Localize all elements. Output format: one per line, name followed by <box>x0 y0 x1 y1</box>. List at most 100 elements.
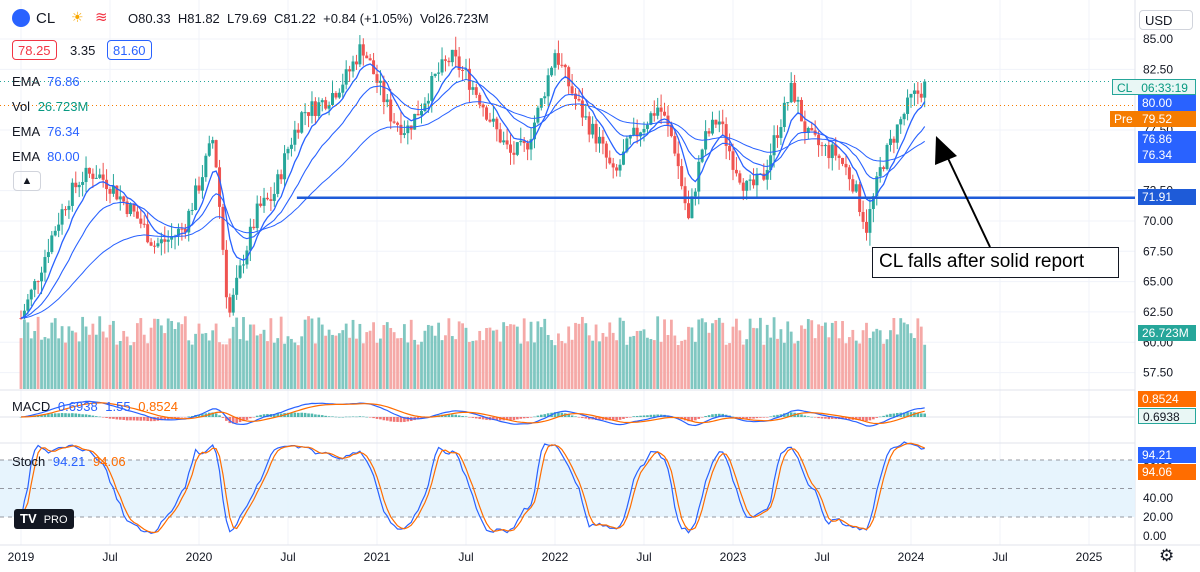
volume-bar <box>368 330 372 389</box>
volume-bar <box>646 337 649 389</box>
volume-bar <box>495 329 499 389</box>
volume-bar <box>413 339 417 389</box>
candle-body <box>283 153 287 180</box>
macd-histogram-bar <box>697 417 701 419</box>
candle-body <box>488 119 492 122</box>
bid-box[interactable]: 78.25 <box>12 40 57 60</box>
volume-bar <box>163 333 167 389</box>
ema2-legend[interactable]: EMA 76.34 <box>12 124 80 139</box>
macd-histogram-bar <box>461 415 464 417</box>
volume-bar <box>355 338 358 389</box>
candle-body <box>580 100 584 118</box>
macd-legend[interactable]: MACD 0.6938 1.55 0.8524 <box>12 399 178 414</box>
volume-bar <box>533 342 536 389</box>
candle-body <box>358 44 362 65</box>
symbol-name[interactable]: CL <box>36 10 56 27</box>
ema1-label: EMA <box>12 74 40 89</box>
macd-histogram-bar <box>741 417 745 419</box>
macd-histogram-bar <box>557 412 560 417</box>
candle-body <box>67 205 71 210</box>
candle-body <box>912 90 916 94</box>
volume-bar <box>245 340 249 389</box>
settings-gear-icon[interactable]: ⚙ <box>1159 546 1175 565</box>
candle-body <box>464 68 468 70</box>
macd-histogram-bar <box>293 412 297 417</box>
volume-bar <box>676 345 680 389</box>
volume-bar <box>841 321 844 389</box>
candle-body <box>289 144 293 149</box>
macd-histogram-bar <box>752 417 755 419</box>
volume-bar <box>522 318 526 389</box>
volume-bar <box>591 340 595 389</box>
volume-bar <box>899 318 903 389</box>
macd-histogram-bar <box>817 417 820 419</box>
candle-body <box>118 196 122 200</box>
candle-body <box>512 152 516 155</box>
volume-bar <box>902 322 906 389</box>
candle-body <box>406 125 410 134</box>
volume-bar <box>19 338 23 389</box>
time-tick-label: Jul <box>280 550 295 564</box>
candle-body <box>491 118 495 122</box>
symbol-logo[interactable] <box>12 9 30 27</box>
volume-bar <box>546 334 550 389</box>
volume-bar <box>557 333 560 389</box>
vol-label: Vol <box>12 99 31 114</box>
currency-select[interactable]: USD <box>1139 10 1193 30</box>
volume-bar <box>33 330 37 389</box>
stoch-tick-label: 40.00 <box>1143 491 1173 505</box>
macd-histogram-bar <box>478 417 481 420</box>
volume-bar <box>317 317 321 389</box>
candle-body <box>728 145 732 152</box>
candle-body <box>553 53 557 68</box>
candle-body <box>259 203 263 206</box>
volume-bar <box>238 339 242 389</box>
volume-bar <box>560 340 564 389</box>
volume-bar <box>46 338 50 389</box>
candle-body <box>440 59 444 73</box>
candle-body <box>365 55 369 59</box>
candle-body <box>392 121 396 123</box>
macd-histogram-bar <box>813 417 817 418</box>
stoch-d-line <box>20 442 925 534</box>
macd-histogram-bar <box>355 416 358 418</box>
macd-histogram-bar <box>632 416 636 417</box>
macd-histogram-bar <box>649 414 653 417</box>
ema3-legend[interactable]: EMA 80.00 <box>12 149 80 164</box>
candle-body <box>399 124 403 135</box>
ema1-legend[interactable]: EMA 76.86 <box>12 74 80 89</box>
macd-histogram-bar <box>57 413 60 417</box>
macd-histogram-bar <box>300 412 303 417</box>
axes: 85.0082.5077.5072.5070.0067.5065.0062.50… <box>8 32 1174 564</box>
brand-badge[interactable]: TV PRO <box>14 509 74 529</box>
compare-icon[interactable]: ≋ <box>95 9 108 26</box>
macd-histogram-bar <box>615 417 618 421</box>
macd-histogram-bar <box>197 414 201 417</box>
macd-v2: 1.55 <box>105 399 131 414</box>
volume-bar <box>700 318 704 389</box>
ask-box[interactable]: 81.60 <box>107 40 152 60</box>
candle-body <box>149 242 153 246</box>
candle-body <box>320 100 324 103</box>
ema3-label: EMA <box>12 149 40 164</box>
annotation-box[interactable]: CL falls after solid report <box>872 247 1119 278</box>
sun-icon[interactable]: ☀ <box>71 9 84 25</box>
ema3-value: 80.00 <box>47 149 80 164</box>
volume-bar <box>478 330 482 389</box>
vol-legend[interactable]: Vol 26.723M <box>12 99 88 114</box>
macd-histogram-bar <box>611 417 615 421</box>
stoch-legend[interactable]: Stoch 94.21 94.06 <box>12 454 126 469</box>
stoch-tick-label: 0.00 <box>1143 529 1167 543</box>
macd-histogram-bar <box>509 417 512 421</box>
collapse-legend-button[interactable]: ▲ <box>13 171 41 191</box>
macd-histogram-bar <box>231 417 235 424</box>
candle-body <box>690 196 694 219</box>
volume-bar <box>402 324 406 389</box>
candle-body <box>875 176 879 197</box>
candle-body <box>772 135 776 156</box>
macd-histogram-bar <box>242 417 245 422</box>
volume-bar <box>895 334 899 389</box>
price-tick-label: 85.00 <box>1143 32 1173 46</box>
macd-histogram-bar <box>587 417 591 420</box>
